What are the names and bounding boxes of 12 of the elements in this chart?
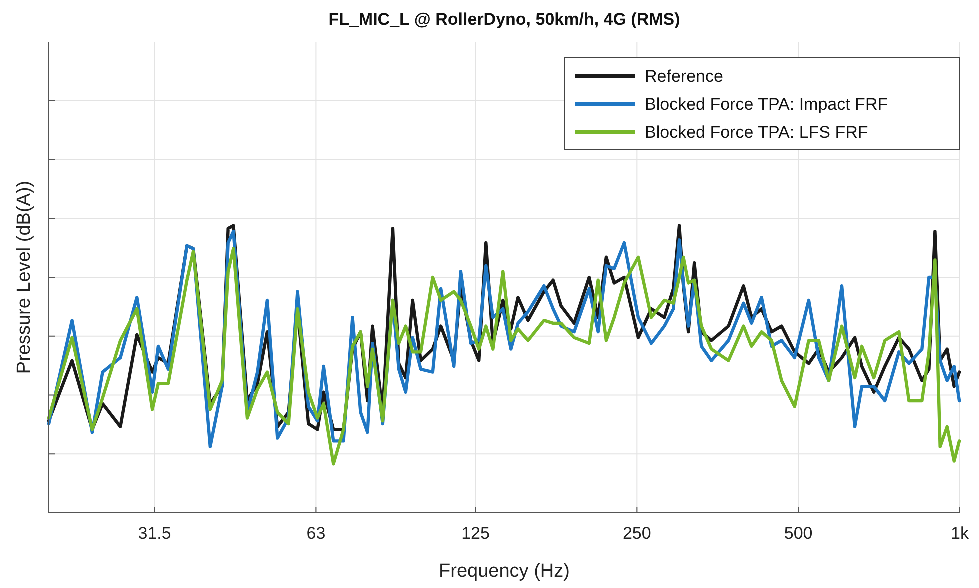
- x-tick-label: 250: [622, 524, 652, 543]
- x-tick-label: 500: [784, 524, 813, 543]
- x-tick-label: 125: [462, 524, 490, 543]
- x-tick-label: 63: [306, 524, 326, 543]
- x-tick-label: 1k: [951, 524, 970, 543]
- chart-title: FL_MIC_L @ RollerDyno, 50km/h, 4G (RMS): [328, 10, 680, 29]
- legend-label: Blocked Force TPA: Impact FRF: [645, 95, 888, 114]
- x-tick-label: 31.5: [138, 524, 172, 543]
- legend-label: Blocked Force TPA: LFS FRF: [645, 123, 868, 142]
- x-axis-title: Frequency (Hz): [439, 561, 570, 582]
- y-axis-title: Pressure Level (dB(A)): [14, 180, 35, 374]
- legend-label: Reference: [645, 67, 724, 86]
